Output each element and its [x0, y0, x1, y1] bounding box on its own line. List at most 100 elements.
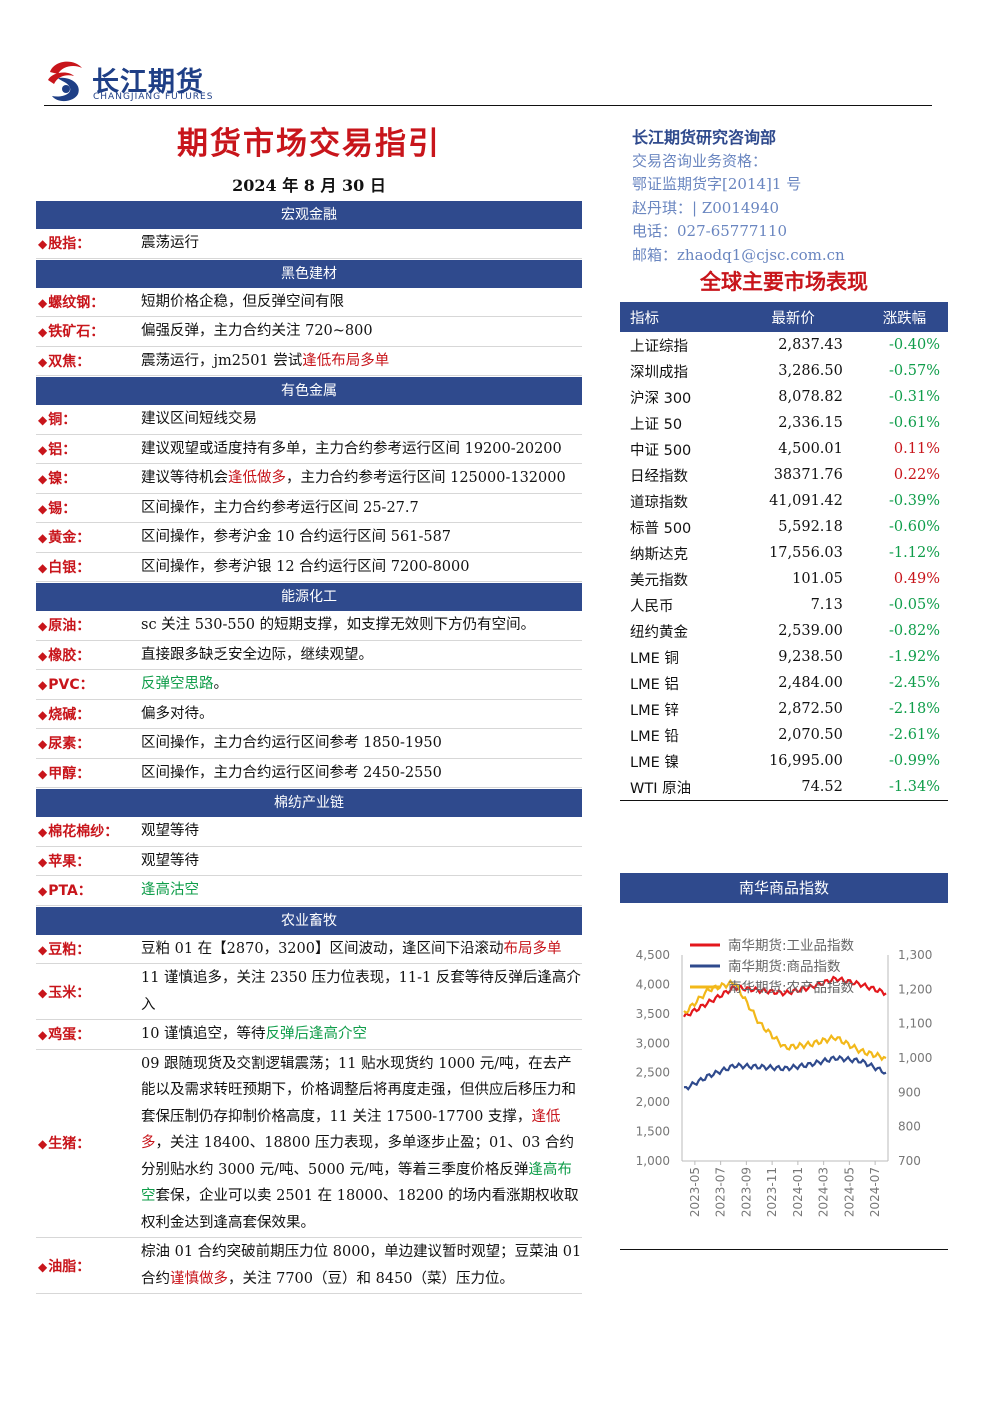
brand-name-cn: 长江期货 — [92, 67, 204, 98]
market-name: LME 锌 — [630, 702, 679, 719]
diamond-bullet-icon: ◆ — [38, 501, 48, 516]
highlight-text: 逢高布空 — [141, 1161, 572, 1205]
contact-line-1: 交易咨询业务资格： — [632, 151, 768, 170]
market-price: 101.05 — [792, 571, 843, 587]
highlight-text: 反弹空思路 — [141, 676, 214, 692]
guide-item: ◆镍： 建议等待机会逢低做多，主力合约参考运行区间 125000-132000 — [36, 464, 582, 494]
guide-item-label: ◆豆粕： — [36, 939, 141, 959]
chart-bottom-rule — [620, 1249, 948, 1250]
market-change: -0.61% — [889, 415, 940, 431]
market-name: 沪深 300 — [630, 390, 692, 407]
guide-item: ◆生猪： 09 跟随现货及交割逻辑震荡；11 贴水现货约 1000 元/吨，在去产… — [36, 1050, 582, 1238]
research-dept: 长江期货研究咨询部 — [632, 128, 777, 147]
report-date: 2024 年 8 月 30 日 — [232, 176, 386, 195]
diamond-bullet-icon: ◆ — [38, 531, 48, 546]
diamond-bullet-icon: ◆ — [38, 737, 48, 752]
market-name: 人民币 — [630, 598, 674, 615]
market-row: 纽约黄金 2,539.00 -0.82% — [620, 618, 948, 644]
guide-item-label: ◆黄金： — [36, 527, 141, 547]
market-name: 道琼指数 — [630, 494, 688, 511]
contact-line-5: 邮箱：zhaodq1@cjsc.com.cn — [632, 245, 845, 264]
guide-item-text: 棕油 01 合约突破前期压力位 8000，单边建议暂时观望；豆菜油 01 合约谨… — [141, 1238, 582, 1293]
market-price: 9,238.50 — [778, 649, 843, 665]
brand-logo: 长江期货 CHANGJIANG FUTURES — [44, 58, 234, 108]
x-tick-label: 2023-09 — [739, 1167, 753, 1217]
market-name: 纽约黄金 — [630, 624, 688, 641]
guide-item-label-text: PVC： — [48, 677, 94, 694]
market-row: 上证综指 2,837.43 -0.40% — [620, 332, 948, 358]
guide-item: ◆尿素： 区间操作，主力合约运行区间参考 1850-1950 — [36, 729, 582, 759]
plain-text: 短期价格企稳，但反弹空间有限 — [141, 293, 344, 310]
diamond-bullet-icon: ◆ — [38, 707, 48, 722]
guide-item-label: ◆苹果： — [36, 851, 141, 871]
market-name: 中证 500 — [630, 442, 692, 459]
market-name: 美元指数 — [630, 572, 688, 589]
diamond-bullet-icon: ◆ — [38, 442, 48, 457]
market-change: -0.57% — [889, 363, 940, 379]
market-table: 指标 最新价 涨跌幅 上证综指 2,837.43 -0.40% 深圳成指 3,286.5… — [620, 302, 948, 801]
guide-item-label: ◆玉米： — [36, 982, 141, 1002]
market-change: -0.82% — [889, 623, 940, 639]
plain-text: 建议观望或适度持有多单，主力合约参考运行区间 19200-20200 — [141, 440, 562, 457]
y-right-tick-label: 900 — [898, 1085, 921, 1099]
guide-item: ◆橡胶： 直接跟多缺乏安全边际，继续观望。 — [36, 641, 582, 670]
diamond-bullet-icon: ◆ — [38, 325, 48, 340]
market-name: 上证 50 — [630, 416, 683, 433]
guide-item-label: ◆油脂： — [36, 1256, 141, 1276]
guide-item-label: ◆铜： — [36, 409, 141, 429]
guide-item-text: 观望等待 — [141, 847, 582, 876]
plain-text: ，关注 7700（豆）和 8450（菜）压力位。 — [228, 1270, 515, 1287]
guide-item-label: ◆锡： — [36, 498, 141, 518]
y-left-tick-label: 2,500 — [636, 1066, 670, 1080]
market-price: 8,078.82 — [778, 389, 843, 405]
market-price: 5,592.18 — [778, 519, 843, 535]
legend-label: 南华期货:农产品指数 — [728, 979, 855, 996]
guide-item-text: 震荡运行 — [141, 229, 582, 258]
diamond-bullet-icon: ◆ — [38, 295, 48, 310]
highlight-text: 布局多单 — [503, 940, 562, 957]
plain-text: ，主力合约参考运行区间 125000-132000 — [286, 470, 566, 486]
guide-item: ◆甲醇： 区间操作，主力合约运行区间参考 2450-2550 — [36, 759, 582, 788]
market-row: 道琼指数 41,091.42 -0.39% — [620, 488, 948, 514]
guide-item: ◆铁矿石： 偏强反弹，主力合约关注 720~800 — [36, 317, 582, 347]
y-right-tick-label: 1,100 — [898, 1017, 932, 1031]
diamond-bullet-icon: ◆ — [38, 766, 48, 781]
market-row: LME 镍 16,995.00 -0.99% — [620, 748, 948, 774]
guide-item-label: ◆股指： — [36, 233, 141, 253]
market-name: 纳斯达克 — [630, 546, 688, 563]
plain-text: 震荡运行 — [141, 235, 199, 251]
section-header: 黑色建材 — [36, 259, 582, 288]
diamond-bullet-icon: ◆ — [38, 985, 48, 1000]
y-left-tick-label: 3,000 — [636, 1036, 670, 1050]
plain-text: 偏强反弹，主力合约关注 720~800 — [141, 323, 373, 339]
guide-item-label: ◆白银： — [36, 557, 141, 577]
plain-text: 观望等待 — [141, 852, 199, 869]
y-right-tick-label: 1,300 — [898, 948, 932, 962]
section-header: 农业畜牧 — [36, 906, 582, 935]
guide-item-label: ◆棉花棉纱： — [36, 821, 141, 841]
guide-item-text: 豆粕 01 在【2870，3200】区间波动，逢区间下沿滚动布局多单 — [141, 935, 582, 964]
market-row: LME 锌 2,872.50 -2.18% — [620, 696, 948, 722]
market-price: 17,556.03 — [769, 545, 843, 561]
market-change: -2.61% — [889, 727, 940, 743]
plain-text: ，关注 18400、18800 压力表现，多单逐步止盈；01、03 合约分别贴水… — [141, 1135, 574, 1178]
series-line — [683, 978, 887, 1062]
market-name: LME 铝 — [630, 676, 679, 693]
market-header-name: 指标 — [620, 302, 726, 332]
market-price: 7.13 — [810, 597, 843, 613]
guide-item-label: ◆原油： — [36, 615, 141, 635]
market-row: 纳斯达克 17,556.03 -1.12% — [620, 540, 948, 566]
market-change: -0.40% — [889, 337, 940, 353]
guide-item: ◆豆粕： 豆粕 01 在【2870，3200】区间波动，逢区间下沿滚动布局多单 — [36, 935, 582, 964]
x-tick-label: 2023-07 — [714, 1167, 728, 1217]
highlight-text: 逢低多 — [141, 1108, 561, 1152]
guide-item-label: ◆PTA： — [36, 880, 141, 900]
guide-item-label-text: 锡： — [48, 500, 77, 517]
market-row: WTI 原油 74.52 -1.34% — [620, 774, 948, 801]
diamond-bullet-icon: ◆ — [38, 854, 48, 869]
market-row: 深圳成指 3,286.50 -0.57% — [620, 358, 948, 384]
guide-item: ◆白银： 区间操作，参考沪银 12 合约运行区间 7200-8000 — [36, 553, 582, 582]
market-change: 0.11% — [893, 441, 940, 457]
guide-item-label-text: PTA： — [48, 883, 92, 900]
guide-item-label: ◆螺纹钢： — [36, 292, 141, 312]
